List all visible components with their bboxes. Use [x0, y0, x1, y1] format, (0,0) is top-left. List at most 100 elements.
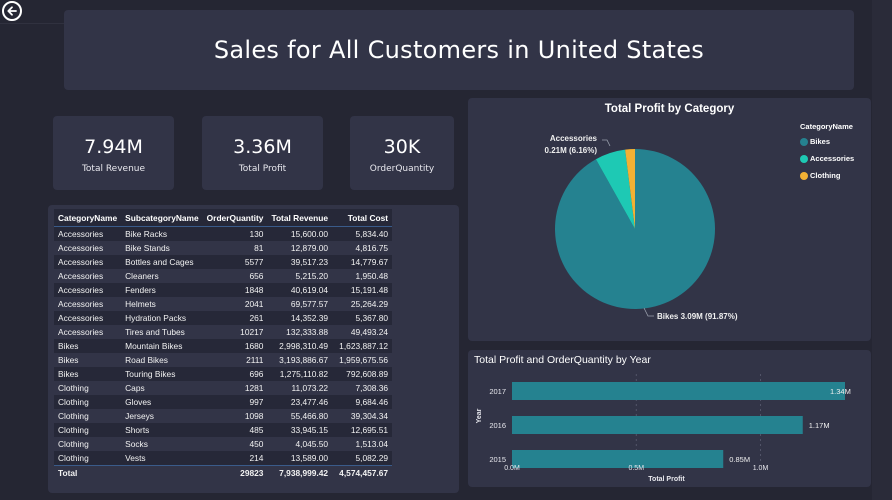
y-axis-title: Year [476, 408, 483, 423]
column-header[interactable]: OrderQuantity [202, 209, 268, 227]
table-row: Accessories Hydration Packs 261 14,352.39 5,… [54, 311, 393, 325]
data-label-accessories-name: Accessories [550, 134, 598, 143]
table-total-row: Total 29823 7,938,999.42 4,574,457.67 [54, 465, 393, 480]
kpi-label: Total Profit [238, 164, 287, 174]
pie-slice-clothing[interactable] [625, 149, 635, 229]
table-cell: 40,619.04 [267, 283, 333, 297]
table-cell: Bikes [54, 367, 122, 381]
table-row: Accessories Bottles and Cages 5577 39,517.2… [54, 255, 393, 269]
table-cell: Accessories [54, 297, 122, 311]
table-row: Clothing Jerseys 1098 55,466.80 39,304.34 [54, 409, 393, 423]
table-cell: 12,695.51 [332, 423, 393, 437]
table-row: Accessories Fenders 1848 40,619.04 15,191.48 [54, 283, 393, 297]
table-cell: Touring Bikes [121, 367, 203, 381]
table-cell: Mountain Bikes [121, 339, 203, 353]
table-cell: 4,816.75 [332, 241, 393, 255]
pie-slice-accessories[interactable] [595, 149, 635, 229]
table-cell: 5577 [202, 255, 268, 269]
table-cell: Clothing [54, 409, 122, 423]
table-cell: 3,193,886.67 [267, 353, 333, 367]
table-row: Accessories Tires and Tubes 10217 132,333.8… [54, 325, 393, 339]
title-card: Sales for All Customers in United States [64, 10, 854, 90]
table-cell: 14,779.67 [332, 255, 393, 269]
kpi-card-total-profit: 3.36M Total Profit [202, 116, 323, 190]
chart-title: Total Profit by Category [604, 103, 735, 115]
table-cell: Bikes [54, 353, 122, 367]
table-cell: Clothing [54, 423, 122, 437]
table-row: Bikes Mountain Bikes 1680 2,998,310.49 1,623… [54, 339, 393, 353]
legend-marker-icon [800, 171, 808, 180]
column-header[interactable]: CategoryName [54, 209, 122, 227]
table-cell: Clothing [54, 437, 122, 451]
total-cell [121, 465, 203, 480]
sales-table-card: CategoryName SubcategoryName OrderQuantity… [48, 205, 459, 493]
kpi-card-order-quantity: 30K OrderQuantity [350, 116, 454, 190]
table-cell: 696 [202, 367, 268, 381]
table-cell: 39,517.23 [267, 255, 333, 269]
table-cell: Clothing [54, 451, 122, 466]
table-cell: Accessories [54, 311, 122, 325]
table-cell: 656 [202, 269, 268, 283]
table-cell: 5,834.40 [332, 226, 393, 241]
legend-item-clothing[interactable]: Clothing [800, 171, 854, 180]
table-cell: 130 [202, 226, 268, 241]
back-button[interactable] [2, 1, 22, 21]
total-cell: 29823 [202, 465, 268, 480]
column-header[interactable]: Total Cost [332, 209, 393, 227]
table-cell: Accessories [54, 255, 122, 269]
table-cell: Bike Stands [121, 241, 203, 255]
table-cell: 1848 [202, 283, 268, 297]
bar-2017[interactable] [512, 382, 845, 400]
table-cell: 5,082.29 [332, 451, 393, 466]
table-cell: 1,513.04 [332, 437, 393, 451]
table-cell: 1,275,110.82 [267, 367, 333, 381]
data-label: 0.85M [729, 455, 750, 464]
bar-2015[interactable] [512, 450, 724, 468]
legend-label: Bikes [810, 137, 831, 146]
table-cell: 49,493.24 [332, 325, 393, 339]
data-label: 1.34M [830, 387, 851, 396]
pie-chart-card: Total Profit by Category Accessories 0.21… [468, 98, 871, 341]
right-panel-edge [872, 0, 892, 500]
kpi-value: 30K [383, 136, 421, 158]
total-cell: 7,938,999.42 [267, 465, 333, 480]
table-cell: Accessories [54, 226, 122, 241]
page-title: Sales for All Customers in United States [213, 36, 705, 64]
x-tick-label: 1.0M [753, 465, 769, 472]
table-cell: 33,945.15 [267, 423, 333, 437]
bar-chart-card: Total Profit and OrderQuantity by Year 2… [468, 350, 871, 487]
table-cell: 132,333.88 [267, 325, 333, 339]
table-cell: Shorts [121, 423, 203, 437]
legend-item-bikes[interactable]: Bikes [800, 137, 854, 146]
column-header[interactable]: SubcategoryName [121, 209, 203, 227]
table-cell: Hydration Packs [121, 311, 203, 325]
table-cell: Bottles and Cages [121, 255, 203, 269]
table-cell: 997 [202, 395, 268, 409]
table-cell: Road Bikes [121, 353, 203, 367]
table-cell: Accessories [54, 325, 122, 339]
table-cell: Tires and Tubes [121, 325, 203, 339]
legend-marker-icon [800, 154, 808, 163]
top-divider [0, 23, 64, 24]
table-row: Clothing Shorts 485 33,945.15 12,695.51 [54, 423, 393, 437]
column-header[interactable]: Total Revenue [267, 209, 333, 227]
pie-chart: Accessories 0.21M (6.16%) Bikes 3.09M (91.… [545, 134, 738, 321]
x-axis-title: Total Profit [648, 476, 685, 483]
table-cell: Accessories [54, 269, 122, 283]
kpi-label: Total Revenue [81, 164, 146, 174]
bar-2016[interactable] [512, 416, 803, 434]
data-label: 1.17M [809, 421, 830, 430]
legend-item-accessories[interactable]: Accessories [800, 154, 854, 163]
table-row: Accessories Helmets 2041 69,577.57 25,264.29 [54, 297, 393, 311]
x-tick-label: 0.0M [504, 465, 520, 472]
table-cell: 55,466.80 [267, 409, 333, 423]
kpi-value: 3.36M [233, 136, 292, 158]
data-label-accessories-value: 0.21M (6.16%) [545, 146, 598, 155]
bar-chart: 2017 1.34M 2016 1.17M 2015 0.85M 0.0M 0.5M 1.0M T… [476, 374, 851, 483]
table-cell: Accessories [54, 241, 122, 255]
table-cell: Bikes [54, 339, 122, 353]
table-cell: Socks [121, 437, 203, 451]
table-cell: Jerseys [121, 409, 203, 423]
table-cell: 39,304.34 [332, 409, 393, 423]
table-cell: 5,215.20 [267, 269, 333, 283]
